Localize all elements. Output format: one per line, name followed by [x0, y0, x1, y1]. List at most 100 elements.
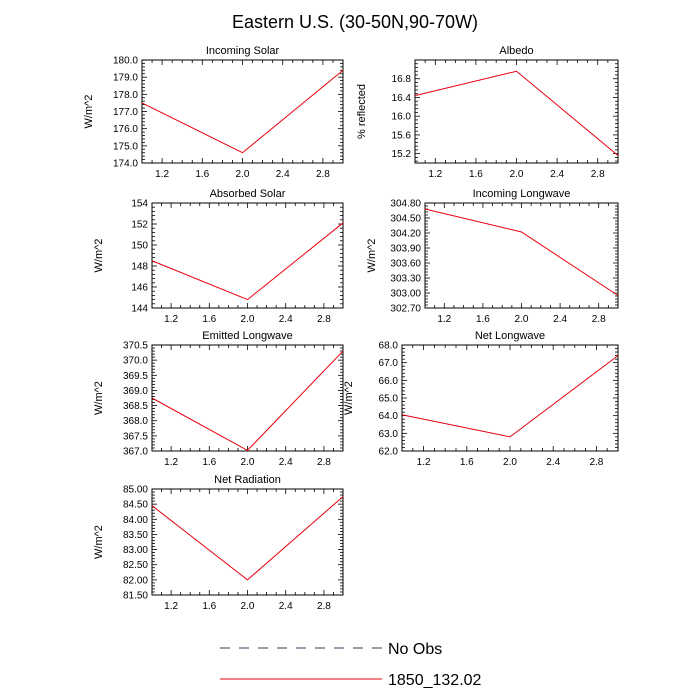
legend-label-1850-132-02: 1850_132.02 [388, 672, 482, 689]
absorbed-solar-ytick-label: 154 [131, 199, 148, 210]
net-longwave-xtick-label: 2.4 [546, 457, 560, 468]
incoming-solar-title: Incoming Solar [206, 45, 280, 57]
incoming-solar-ytick-label: 176.0 [113, 124, 138, 135]
net-longwave-title: Net Longwave [475, 330, 545, 342]
emitted-longwave-title: Emitted Longwave [202, 330, 293, 342]
incoming-longwave-xtick-label: 2.4 [553, 314, 567, 325]
net-longwave-series-line [401, 355, 619, 438]
net-radiation-ytick-label: 84.00 [123, 515, 148, 526]
incoming-longwave-ytick-label: 302.70 [390, 304, 421, 315]
incoming-solar-ytick-label: 180.0 [113, 56, 138, 67]
emitted-longwave-xtick-label: 2.0 [241, 457, 255, 468]
absorbed-solar-ytick-label: 146 [131, 283, 148, 294]
emitted-longwave-ytick-label: 368.5 [123, 401, 148, 412]
absorbed-solar-xtick-label: 1.6 [202, 314, 216, 325]
incoming-solar-xtick-label: 2.8 [316, 169, 330, 180]
albedo-xtick-label: 2.4 [550, 169, 564, 180]
incoming-solar-series-line [141, 69, 344, 154]
emitted-longwave-plot-frame [151, 344, 344, 452]
panel-emitted-longwave: Emitted Longwave W/m^2 1.2 1.6 2.0 2.4 2.8 367.… [93, 330, 344, 468]
figure-title: Eastern U.S. (30-50N,90-70W) [232, 12, 478, 32]
panel-incoming-longwave: Incoming Longwave W/m^2 1.2 1.6 2.0 2.4 2.8 302… [366, 188, 619, 325]
net-radiation-xtick-label: 2.0 [241, 601, 255, 612]
albedo-ytick-label: 15.6 [392, 130, 412, 141]
emitted-longwave-series-line [151, 350, 344, 452]
absorbed-solar-ytick-label: 148 [131, 262, 148, 273]
incoming-solar-ytick-label: 175.0 [113, 141, 138, 152]
emitted-longwave-xtick-label: 2.4 [279, 457, 293, 468]
net-longwave-xtick-label: 2.8 [589, 457, 603, 468]
emitted-longwave-ytick-label: 367.5 [123, 431, 148, 442]
incoming-solar-ylabel: W/m^2 [83, 95, 95, 129]
incoming-solar-ytick-label: 174.0 [113, 159, 138, 170]
incoming-solar-ytick-label: 179.0 [113, 73, 138, 84]
net-radiation-ytick-label: 82.00 [123, 575, 148, 586]
net-radiation-ytick-label: 84.50 [123, 500, 148, 511]
absorbed-solar-ytick-label: 150 [131, 241, 148, 252]
albedo-title: Albedo [499, 45, 533, 57]
emitted-longwave-ytick-label: 370.5 [123, 341, 148, 352]
net-radiation-xtick-label: 2.4 [279, 601, 293, 612]
net-longwave-xtick-label: 2.0 [503, 457, 517, 468]
incoming-solar-xtick-label: 1.6 [195, 169, 209, 180]
albedo-xtick-label: 1.6 [469, 169, 483, 180]
albedo-xtick-label: 2.8 [591, 169, 605, 180]
net-longwave-xtick-label: 1.6 [460, 457, 474, 468]
incoming-solar-xtick-label: 2.4 [276, 169, 290, 180]
net-longwave-ytick-label: 67.0 [379, 358, 399, 369]
absorbed-solar-ytick-label: 152 [131, 220, 148, 231]
incoming-longwave-series-line [424, 208, 619, 296]
albedo-xtick-label: 1.2 [428, 169, 442, 180]
net-longwave-plot-frame [401, 344, 619, 452]
absorbed-solar-xtick-label: 1.2 [164, 314, 178, 325]
incoming-longwave-xtick-label: 2.0 [515, 314, 529, 325]
absorbed-solar-xtick-label: 2.4 [279, 314, 293, 325]
panel-incoming-solar: Incoming Solar W/m^2 1.2 1.6 2.0 2.4 2.8 174.0 1… [83, 45, 344, 180]
incoming-longwave-ylabel: W/m^2 [366, 239, 378, 273]
absorbed-solar-xtick-label: 2.8 [317, 314, 331, 325]
absorbed-solar-plot-frame [151, 202, 344, 309]
net-longwave-ytick-label: 62.0 [379, 447, 399, 458]
net-radiation-xtick-label: 1.2 [164, 601, 178, 612]
emitted-longwave-ytick-label: 370.0 [123, 356, 148, 367]
emitted-longwave-ytick-label: 369.5 [123, 371, 148, 382]
net-radiation-ytick-label: 83.00 [123, 545, 148, 556]
legend: No Obs 1850_132.02 [220, 641, 482, 689]
emitted-longwave-ytick-label: 369.0 [123, 386, 148, 397]
emitted-longwave-xtick-label: 1.6 [202, 457, 216, 468]
incoming-longwave-ytick-label: 304.80 [390, 199, 421, 210]
net-radiation-ytick-label: 82.50 [123, 560, 148, 571]
panel-absorbed-solar: Absorbed Solar W/m^2 1.2 1.6 2.0 2.4 2.8 144 146… [93, 188, 344, 325]
incoming-longwave-ytick-label: 304.20 [390, 229, 421, 240]
incoming-longwave-ytick-label: 303.30 [390, 274, 421, 285]
albedo-ytick-label: 16.0 [392, 112, 412, 123]
panel-albedo: Albedo % reflected 1.2 1.6 2.0 2.4 2.8 15.2 15.6… [356, 45, 619, 180]
net-radiation-ytick-label: 85.00 [123, 485, 148, 496]
legend-label-no-obs: No Obs [388, 641, 442, 658]
albedo-ytick-label: 15.2 [392, 149, 412, 160]
incoming-longwave-ytick-label: 303.60 [390, 259, 421, 270]
net-radiation-ytick-label: 83.50 [123, 530, 148, 541]
incoming-longwave-title: Incoming Longwave [473, 188, 571, 200]
incoming-solar-xtick-label: 1.2 [155, 169, 169, 180]
emitted-longwave-ytick-label: 368.0 [123, 416, 148, 427]
net-longwave-xtick-label: 1.2 [417, 457, 431, 468]
incoming-longwave-plot-frame [424, 202, 619, 309]
incoming-solar-xtick-label: 2.0 [236, 169, 250, 180]
albedo-series-line [414, 70, 619, 156]
albedo-ytick-label: 16.8 [392, 74, 412, 85]
absorbed-solar-xtick-label: 2.0 [241, 314, 255, 325]
absorbed-solar-ylabel: W/m^2 [93, 239, 105, 273]
incoming-longwave-xtick-label: 1.2 [437, 314, 451, 325]
incoming-solar-plot-frame [141, 59, 344, 164]
net-longwave-ytick-label: 63.0 [379, 429, 399, 440]
panel-net-radiation: Net Radiation W/m^2 1.2 1.6 2.0 2.4 2.8 81.50 82… [93, 474, 344, 612]
panels: Incoming Solar W/m^2 1.2 1.6 2.0 2.4 2.8 174.0 1… [83, 45, 619, 612]
net-radiation-xtick-label: 1.6 [202, 601, 216, 612]
incoming-longwave-ytick-label: 304.50 [390, 214, 421, 225]
incoming-longwave-xtick-label: 2.8 [592, 314, 606, 325]
incoming-solar-ytick-label: 178.0 [113, 90, 138, 101]
net-longwave-ytick-label: 65.0 [379, 394, 399, 405]
albedo-plot-frame [414, 59, 619, 164]
